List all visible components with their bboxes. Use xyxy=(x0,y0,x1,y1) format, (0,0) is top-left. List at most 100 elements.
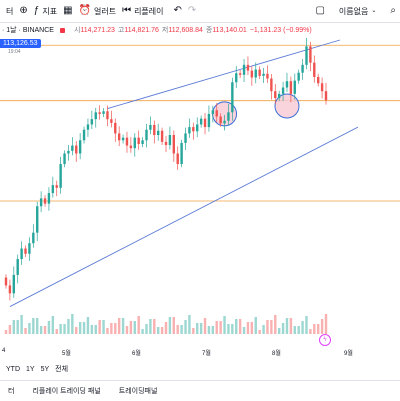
volume-bar xyxy=(320,319,324,334)
candle-body xyxy=(102,111,105,114)
x-tick: 8월 xyxy=(272,351,281,357)
candle-body xyxy=(129,145,133,149)
candle-body xyxy=(59,164,62,188)
candle-body xyxy=(215,110,218,117)
templates-button[interactable]: ▦ xyxy=(63,6,72,16)
timeframe-5y[interactable]: 5Y xyxy=(40,365,50,373)
x-tick: 6월 xyxy=(132,351,141,357)
volume-bar xyxy=(156,327,160,334)
indicators-label: 지표 xyxy=(42,6,58,16)
layout-button[interactable]: ▢ xyxy=(315,6,324,16)
indicators-button[interactable]: ƒ 지표 xyxy=(34,6,57,17)
volume-bar xyxy=(293,326,296,334)
candle-body xyxy=(78,140,82,154)
toolbar-left-label: 터 xyxy=(6,6,14,16)
volume-bar xyxy=(235,319,238,334)
x-tick: 7월 xyxy=(202,351,211,357)
volume-bar xyxy=(258,330,261,334)
lower-trendline xyxy=(9,126,359,307)
layout-square-icon: ▢ xyxy=(315,5,325,16)
candle-body xyxy=(63,153,66,165)
volume-bar xyxy=(270,320,273,334)
footer-tab-replay-trading[interactable]: 리플레이 트레이딩 패널 xyxy=(32,388,101,395)
volume-bar xyxy=(55,329,58,334)
footer-tab-trading-panel[interactable]: 트레이딩패널 xyxy=(118,388,158,395)
templates-grid-icon: ▦ xyxy=(63,5,73,16)
replay-icon: ⏮ xyxy=(122,5,132,16)
search-button[interactable]: ⌕ xyxy=(390,6,396,16)
candle-body xyxy=(36,206,39,233)
volume-bar xyxy=(59,324,62,334)
candle-body xyxy=(238,73,242,75)
ohlc-change: −1,131.23 (−0.99%) xyxy=(249,26,312,34)
candle-body xyxy=(98,112,101,114)
candle-body xyxy=(153,124,156,136)
candle-body xyxy=(297,72,300,81)
candle-body xyxy=(28,243,31,254)
compare-button[interactable]: ⊕ xyxy=(19,6,27,16)
volume-bar xyxy=(285,318,289,334)
candle-body xyxy=(242,64,246,75)
volume-bar xyxy=(8,325,12,334)
volume-bar xyxy=(125,326,129,334)
timeframe-all[interactable]: 전체 xyxy=(55,366,69,373)
layout-name-label: 이름없음 xyxy=(338,6,369,16)
toolbar-fragment[interactable]: 터 xyxy=(6,6,13,17)
volume-bar xyxy=(231,324,234,334)
volume-bar xyxy=(316,324,320,334)
footer-tab[interactable]: 터 xyxy=(8,388,15,395)
candlesticks xyxy=(4,38,328,301)
candle-body xyxy=(309,46,312,63)
candle-body xyxy=(137,137,140,144)
symbol-name[interactable]: · 1날 · BINANCE xyxy=(2,27,54,34)
timeframe-ytd[interactable]: YTD xyxy=(6,365,20,373)
horizontal-levels xyxy=(0,44,400,202)
volume-bar xyxy=(114,323,117,334)
candle-body xyxy=(106,111,109,120)
volume-bar xyxy=(149,319,152,334)
highlight-circles xyxy=(212,93,300,127)
replay-button[interactable]: ⏮ 리플레이 xyxy=(122,6,163,17)
undo-button[interactable]: ↶ xyxy=(174,6,182,16)
volume-bar xyxy=(313,324,316,334)
candle-body xyxy=(75,145,78,154)
x-tick: 9월 xyxy=(344,351,353,357)
volume-bar xyxy=(301,321,304,334)
candle-body xyxy=(305,46,308,65)
volume-bar xyxy=(121,318,125,334)
volume-bar xyxy=(133,321,136,334)
candle-body xyxy=(160,130,164,142)
volume-bar xyxy=(246,322,250,334)
volume-bar xyxy=(129,321,133,334)
price-chart[interactable] xyxy=(0,38,400,346)
candle-body xyxy=(94,112,97,120)
bottom-panel-tabs: 터 리플레이 트레이딩 패널 트레이딩패널 xyxy=(0,380,400,401)
candle-body xyxy=(39,198,43,207)
volume-bar xyxy=(28,323,31,334)
volume-bar xyxy=(137,316,140,334)
candle-body xyxy=(110,119,113,123)
timeframe-1y[interactable]: 1Y xyxy=(26,365,35,373)
volume-bar xyxy=(219,321,222,334)
volume-bar xyxy=(274,315,277,334)
highlight-circle xyxy=(274,93,300,119)
compare-plus-icon: ⊕ xyxy=(19,5,28,16)
candle-body xyxy=(16,259,19,275)
candle-body xyxy=(231,82,234,113)
ohlc-low: 저112,608.84 xyxy=(161,27,203,34)
volume-bar xyxy=(297,326,300,334)
volume-bar xyxy=(160,327,164,334)
layout-name-button[interactable]: 이름없음 ⌄ xyxy=(339,6,376,17)
candle-body xyxy=(192,127,195,132)
candle-body xyxy=(262,73,265,76)
ohlc-close: 종113,140.01 xyxy=(205,27,247,34)
alerts-button[interactable]: ⏰ 얼러트 xyxy=(79,6,117,17)
event-lightning-icon[interactable]: ϟ xyxy=(319,334,331,346)
candle-body xyxy=(320,83,324,92)
volume-bar xyxy=(75,327,78,334)
candle-body xyxy=(258,69,261,76)
volume-bar xyxy=(184,320,187,334)
redo-button[interactable]: ↷ xyxy=(188,6,196,16)
candle-body xyxy=(207,113,211,128)
candle-body xyxy=(324,91,328,101)
